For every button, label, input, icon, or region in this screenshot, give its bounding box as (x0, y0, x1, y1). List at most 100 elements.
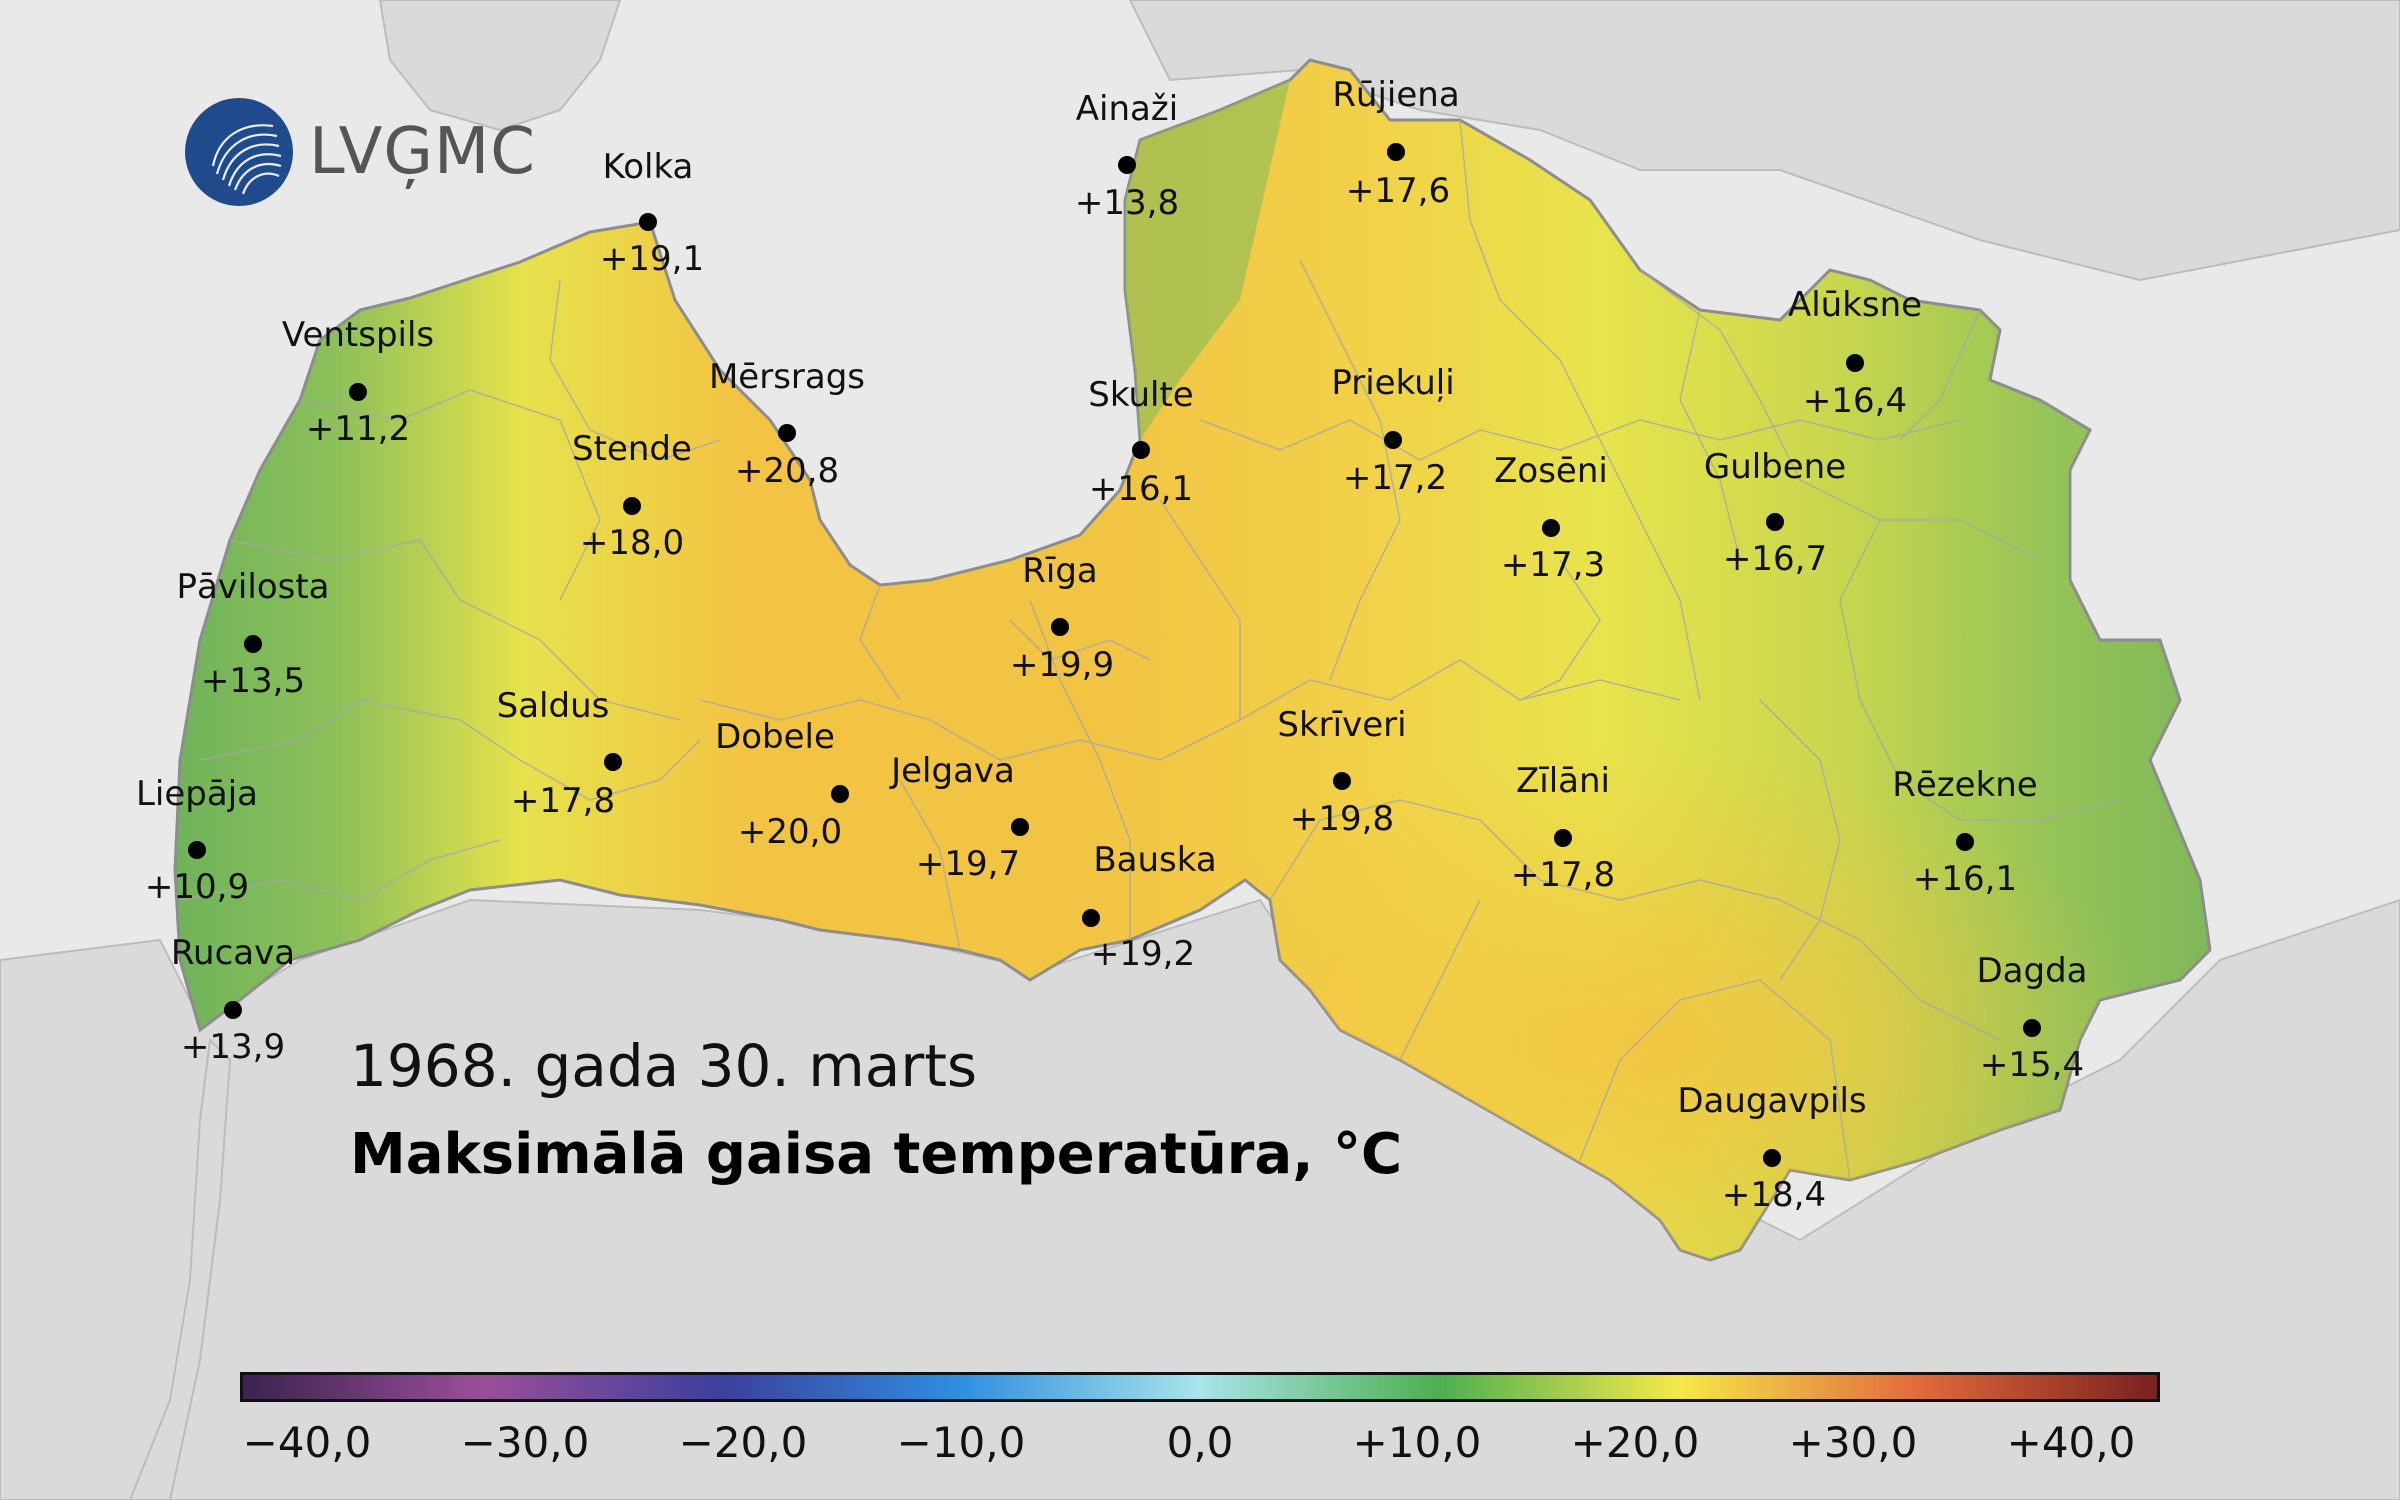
station-dot (1956, 833, 1974, 851)
station-name: Alūksne (1788, 285, 1922, 325)
station-dot (1554, 829, 1572, 847)
station-name: Jelgava (889, 751, 1015, 791)
station-value: +11,2 (306, 409, 410, 449)
station-dot (604, 753, 622, 771)
station-name: Stende (572, 429, 692, 469)
station-name: Liepāja (136, 774, 258, 814)
station-name: Zīlāni (1516, 761, 1610, 801)
station-name: Pāvilosta (176, 567, 329, 607)
station-value: +17,6 (1346, 171, 1450, 211)
station-value: +16,1 (1089, 469, 1193, 509)
station-dot (1384, 431, 1402, 449)
temperature-scale-bar (240, 1372, 2160, 1402)
warm-overlay (175, 60, 2210, 1260)
station-15: Skrīveri +19,8 (1277, 705, 1406, 839)
scale-label: +10,0 (1352, 1418, 1482, 1467)
station-value: +18,4 (1722, 1175, 1826, 1215)
station-dot (831, 785, 849, 803)
wave-globe-icon (185, 98, 293, 206)
station-dot (1118, 156, 1136, 174)
station-dot (1846, 354, 1864, 372)
station-value: +17,2 (1343, 458, 1447, 498)
station-value: +20,0 (738, 812, 842, 852)
station-23: Daugavpils +18,4 (1677, 1081, 1866, 1215)
station-name: Gulbene (1704, 447, 1846, 487)
station-name: Ventspils (282, 315, 434, 355)
station-value: +19,2 (1091, 934, 1195, 974)
station-name: Priekuļi (1331, 363, 1454, 403)
scale-label: +40,0 (2006, 1418, 2136, 1467)
neighbour-land-north (1128, 0, 2400, 282)
map-title: Maksimālā gaisa temperatūra, °C (350, 1122, 1403, 1187)
station-dot (778, 424, 796, 442)
station-dot (1333, 772, 1351, 790)
station-value: +19,7 (916, 844, 1020, 884)
station-dot (1051, 618, 1069, 636)
scale-label: −10,0 (896, 1418, 1026, 1467)
station-name: Mērsrags (709, 357, 865, 397)
station-3: Ventspils +11,2 (282, 315, 434, 449)
station-value: +19,8 (1290, 799, 1394, 839)
station-0: Kolka +19,1 (600, 147, 704, 279)
station-name: Saldus (497, 686, 610, 726)
station-name: Rēzekne (1892, 765, 2037, 805)
station-dot (244, 635, 262, 653)
station-dot (188, 841, 206, 859)
station-name: Ainaži (1076, 89, 1178, 129)
station-dot (2023, 1019, 2041, 1037)
station-dot (1766, 513, 1784, 531)
station-dot (639, 213, 657, 231)
station-value: +16,4 (1803, 381, 1907, 421)
scale-label: −20,0 (678, 1418, 808, 1467)
station-dot (1132, 441, 1150, 459)
neighbour-land-west-spit (128, 1037, 232, 1500)
station-18: Rēzekne +16,1 (1892, 765, 2037, 899)
station-17: Zīlāni +17,8 (1511, 761, 1615, 895)
station-dot (1763, 1149, 1781, 1167)
station-dot (1011, 818, 1029, 836)
station-16: Jelgava +19,7 (889, 751, 1029, 884)
station-1: Ainaži +13,8 (1075, 89, 1179, 223)
station-dot (224, 1001, 242, 1019)
scale-label: −40,0 (242, 1418, 372, 1467)
scale-label: +20,0 (1570, 1418, 1700, 1467)
neighbour-land-saaremaa (378, 0, 622, 132)
station-value: +18,0 (580, 523, 684, 563)
station-value: +17,8 (511, 781, 615, 821)
station-dot (1542, 519, 1560, 537)
station-5: Skulte +16,1 (1088, 375, 1193, 509)
scale-label: −30,0 (460, 1418, 590, 1467)
station-8: Stende +18,0 (572, 429, 692, 563)
station-name: Kolka (603, 147, 694, 187)
station-name: Bauska (1093, 840, 1216, 880)
scale-label: +30,0 (1788, 1418, 1918, 1467)
station-value: +13,5 (201, 661, 305, 701)
station-layer: Kolka +19,1 Ainaži +13,8 Rūjiena +17,6 Ventspi… (136, 75, 2088, 1215)
station-value: +16,7 (1723, 539, 1827, 579)
station-19: Liepāja +10,9 (136, 774, 258, 907)
station-name: Dobele (715, 717, 835, 757)
station-value: +13,9 (181, 1027, 285, 1067)
logo-text: LVĢMC (309, 115, 536, 189)
station-dot (1387, 143, 1405, 161)
municipality-boundaries (179, 119, 2121, 1181)
station-dot (1082, 909, 1100, 927)
station-value: +20,8 (735, 451, 839, 491)
map-date: 1968. gada 30. marts (350, 1032, 978, 1100)
station-value: +17,8 (1511, 855, 1615, 895)
station-value: +13,8 (1075, 183, 1179, 223)
station-name: Rucava (171, 933, 295, 973)
scale-label: 0,0 (1166, 1418, 1234, 1467)
station-name: Skulte (1088, 375, 1193, 415)
station-dot (349, 383, 367, 401)
station-value: +10,9 (145, 867, 249, 907)
station-name: Rūjiena (1332, 75, 1459, 115)
station-value: +19,9 (1010, 645, 1114, 685)
station-12: Rīga +19,9 (1010, 551, 1114, 685)
station-name: Dagda (1976, 951, 2087, 991)
station-value: +17,3 (1501, 545, 1605, 585)
station-14: Dobele +20,0 (715, 717, 849, 852)
station-13: Saldus +17,8 (497, 686, 622, 821)
